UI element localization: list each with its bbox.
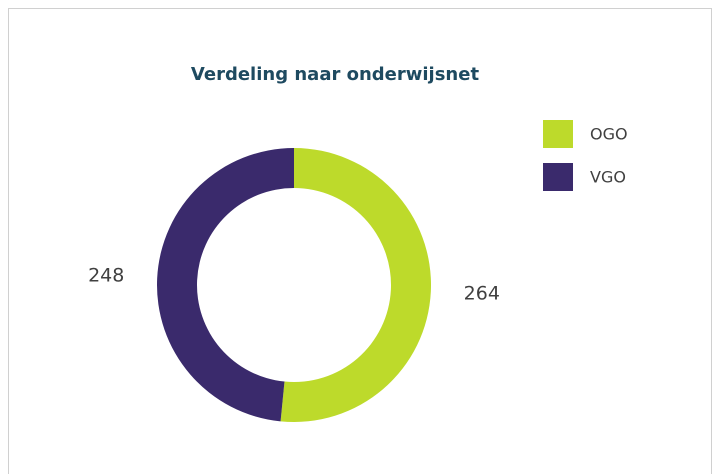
legend-label: OGO xyxy=(590,125,628,144)
chart-title: Verdeling naar onderwijsnet xyxy=(191,64,480,85)
legend-label: VGO xyxy=(590,168,626,187)
data-label: 264 xyxy=(464,283,500,305)
legend-swatch xyxy=(543,120,573,148)
donut-slice xyxy=(280,147,432,422)
legend-swatch xyxy=(543,163,573,191)
donut-slice xyxy=(157,148,294,422)
data-label: 248 xyxy=(88,264,124,286)
